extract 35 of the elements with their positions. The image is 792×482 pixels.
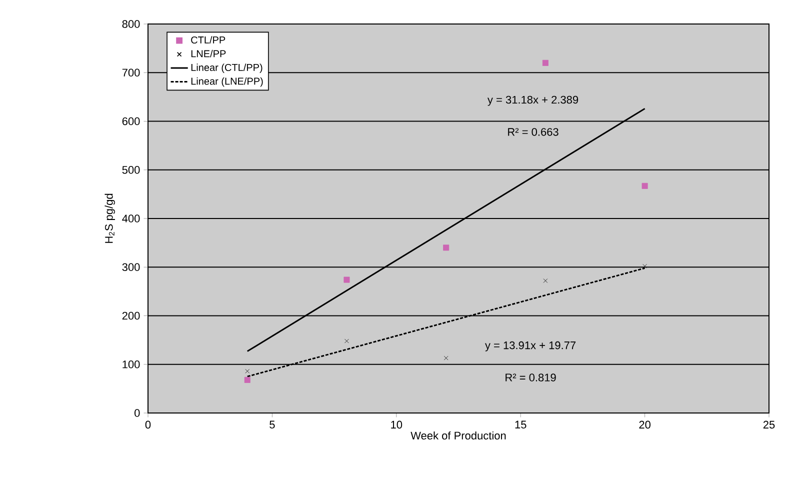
y-tick-label: 800 xyxy=(122,20,140,28)
y-tick-label: 400 xyxy=(122,214,140,222)
y-tick-label: 100 xyxy=(122,360,140,368)
point xyxy=(443,244,450,251)
annotation: y = 31.18x + 2.389 xyxy=(487,96,578,106)
x-tick-label: 20 xyxy=(639,420,650,429)
point xyxy=(642,182,648,189)
y-tick-label: 700 xyxy=(122,68,140,77)
y-axis-title: H$_{2}$S pg/gd xyxy=(104,194,115,243)
x-tick-label: 25 xyxy=(763,420,775,429)
y-tick-label: 600 xyxy=(122,117,140,126)
point xyxy=(542,60,548,66)
point xyxy=(642,264,647,268)
annotation: R² = 0.663 xyxy=(508,128,558,136)
x-tick-label: 10 xyxy=(391,420,402,429)
legend-label: CTL/PP xyxy=(191,36,226,44)
point xyxy=(344,276,350,283)
y-tick-label: 0 xyxy=(134,409,140,417)
x-axis-title: Week of Production xyxy=(410,431,506,440)
point xyxy=(543,278,548,283)
legend-label: Linear (CTL/PP) xyxy=(191,64,262,73)
x-tick-label: 0 xyxy=(145,420,151,429)
annotation: R² = 0.819 xyxy=(506,374,556,382)
point xyxy=(444,356,448,360)
x-tick-label: 15 xyxy=(515,420,526,428)
y-tick-label: 200 xyxy=(122,312,140,320)
point xyxy=(344,338,349,344)
point xyxy=(245,369,250,374)
legend-label: Linear (LNE/PP) xyxy=(191,77,263,87)
legend-label: LNE/PP xyxy=(191,50,226,58)
y-tick-label: 500 xyxy=(122,166,140,174)
y-tick-label: 300 xyxy=(122,263,140,272)
annotation: y = 13.91x + 19.77 xyxy=(485,341,576,352)
x-tick-label: 5 xyxy=(270,420,275,428)
point xyxy=(244,376,250,383)
